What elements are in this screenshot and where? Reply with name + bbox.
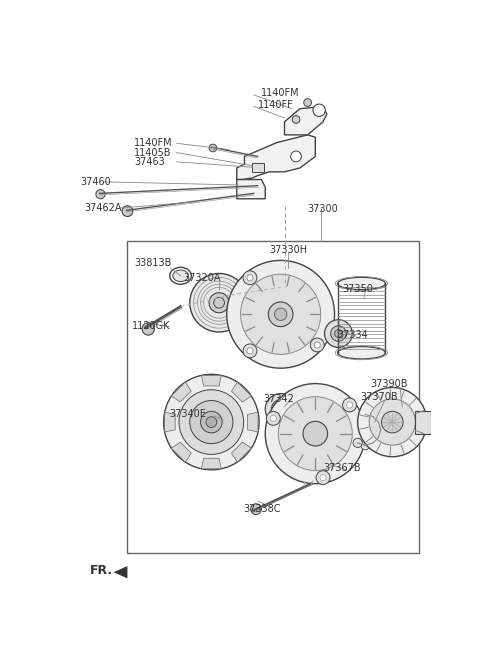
Bar <box>415 410 431 434</box>
Text: 37367B: 37367B <box>323 463 360 473</box>
Circle shape <box>369 399 415 445</box>
Polygon shape <box>202 375 221 386</box>
Circle shape <box>190 401 233 444</box>
Text: 37350: 37350 <box>342 284 373 294</box>
Polygon shape <box>237 179 265 199</box>
Text: 1140FM: 1140FM <box>262 88 300 98</box>
Circle shape <box>335 330 342 338</box>
Polygon shape <box>231 382 252 402</box>
Text: 37463: 37463 <box>134 157 165 167</box>
Circle shape <box>304 99 312 107</box>
Circle shape <box>291 151 301 162</box>
Polygon shape <box>202 458 221 469</box>
Text: 33813B: 33813B <box>134 258 172 267</box>
Bar <box>252 163 264 172</box>
Text: FR.: FR. <box>90 564 113 577</box>
Circle shape <box>271 400 290 418</box>
Circle shape <box>240 274 321 354</box>
Ellipse shape <box>337 277 385 290</box>
Text: 37334: 37334 <box>337 330 368 340</box>
Circle shape <box>209 144 217 152</box>
Circle shape <box>122 206 133 216</box>
Circle shape <box>266 412 280 425</box>
Circle shape <box>275 308 287 320</box>
Circle shape <box>369 412 378 421</box>
Text: 37460: 37460 <box>81 177 111 187</box>
Circle shape <box>292 116 300 123</box>
Circle shape <box>316 471 330 485</box>
Circle shape <box>243 271 257 285</box>
Circle shape <box>361 410 370 419</box>
Circle shape <box>268 302 293 326</box>
Circle shape <box>276 404 285 414</box>
Circle shape <box>190 273 248 332</box>
Polygon shape <box>231 442 252 462</box>
Ellipse shape <box>173 270 188 281</box>
Text: 37370B: 37370B <box>360 393 397 402</box>
Circle shape <box>227 260 335 368</box>
Bar <box>127 241 419 553</box>
Circle shape <box>164 374 259 470</box>
Text: 37300: 37300 <box>308 204 338 214</box>
Circle shape <box>347 402 353 408</box>
Circle shape <box>310 338 324 352</box>
Polygon shape <box>237 135 315 179</box>
Circle shape <box>251 504 262 514</box>
Polygon shape <box>165 412 175 432</box>
Polygon shape <box>114 566 127 579</box>
Circle shape <box>243 344 257 357</box>
Text: 37390B: 37390B <box>371 379 408 389</box>
Text: 11405B: 11405B <box>134 148 172 158</box>
Circle shape <box>303 421 328 446</box>
Circle shape <box>358 387 427 457</box>
Text: 1140FF: 1140FF <box>258 100 293 110</box>
Text: 37462A: 37462A <box>84 203 122 213</box>
Circle shape <box>320 475 326 481</box>
Text: 1120GK: 1120GK <box>132 321 170 331</box>
Circle shape <box>179 390 244 454</box>
Circle shape <box>369 438 378 448</box>
Circle shape <box>353 438 362 448</box>
Ellipse shape <box>337 347 385 359</box>
Circle shape <box>374 418 383 427</box>
Text: 37340E: 37340E <box>169 409 206 420</box>
Circle shape <box>214 297 225 308</box>
Circle shape <box>265 394 296 424</box>
Circle shape <box>382 411 403 433</box>
Circle shape <box>265 383 365 484</box>
Circle shape <box>361 441 370 449</box>
Circle shape <box>96 189 105 199</box>
Circle shape <box>209 293 229 312</box>
Circle shape <box>201 411 222 433</box>
Circle shape <box>324 320 352 348</box>
Circle shape <box>270 415 276 422</box>
Polygon shape <box>285 107 327 135</box>
Text: 37342: 37342 <box>264 394 295 404</box>
Circle shape <box>343 398 357 412</box>
Text: 37320A: 37320A <box>183 273 220 283</box>
Circle shape <box>376 425 385 434</box>
Polygon shape <box>248 412 258 432</box>
Circle shape <box>247 275 253 281</box>
Text: 37338C: 37338C <box>244 504 281 514</box>
Circle shape <box>374 433 383 442</box>
Text: 1140FM: 1140FM <box>134 138 173 148</box>
Circle shape <box>247 348 253 354</box>
Polygon shape <box>171 382 191 402</box>
Polygon shape <box>171 442 191 462</box>
Circle shape <box>278 397 352 471</box>
Circle shape <box>331 326 346 341</box>
Circle shape <box>142 323 155 335</box>
Circle shape <box>206 416 217 428</box>
Circle shape <box>313 104 325 117</box>
Circle shape <box>314 342 320 348</box>
Text: 37330H: 37330H <box>269 246 307 256</box>
Ellipse shape <box>170 267 192 284</box>
